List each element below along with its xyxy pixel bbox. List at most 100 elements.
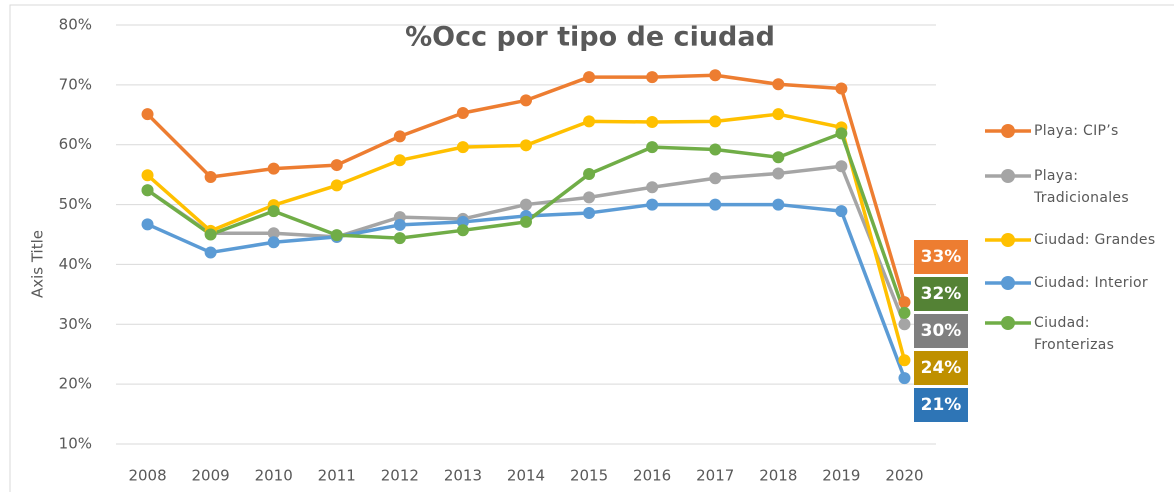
- legend-marker: [1001, 124, 1015, 138]
- legend-label: Playa: CIP’s: [1034, 123, 1119, 139]
- legend-marker: [1001, 316, 1015, 330]
- legend-marker: [1001, 169, 1015, 183]
- x-tick-label: 2008: [128, 467, 166, 485]
- point: [456, 224, 469, 237]
- value-label: 21%: [921, 395, 962, 415]
- point: [898, 306, 911, 319]
- value-label: 32%: [921, 284, 962, 304]
- value-label-box: [914, 277, 968, 311]
- point: [709, 69, 722, 82]
- point: [898, 354, 911, 367]
- legend-marker: [1001, 276, 1015, 290]
- point: [898, 318, 911, 331]
- x-tick-label: 2009: [192, 467, 230, 485]
- point: [141, 218, 154, 231]
- x-tick-label: 2011: [318, 467, 356, 485]
- value-label-box: [914, 240, 968, 274]
- point: [772, 198, 785, 211]
- point: [456, 141, 469, 154]
- point: [898, 372, 911, 385]
- point: [393, 154, 406, 167]
- point: [835, 127, 848, 140]
- value-label: 30%: [921, 321, 962, 341]
- value-label-box: [914, 388, 968, 422]
- point: [520, 198, 532, 211]
- point: [583, 191, 596, 204]
- point: [393, 232, 406, 245]
- chart-title: %Occ por tipo de ciudad: [405, 22, 775, 53]
- series-line: [146, 73, 907, 303]
- point: [520, 94, 532, 107]
- point: [646, 198, 659, 211]
- point: [204, 228, 217, 241]
- point: [646, 181, 659, 194]
- point: [267, 227, 280, 240]
- x-tick-label: 2010: [255, 467, 293, 485]
- point: [709, 198, 722, 211]
- y-tick-label: 40%: [59, 255, 92, 273]
- point: [835, 160, 848, 173]
- x-tick-label: 2012: [381, 467, 419, 485]
- point: [520, 215, 532, 228]
- point: [456, 215, 469, 228]
- y-axis-title: Axis Title: [29, 230, 47, 298]
- point: [898, 296, 911, 309]
- x-tick-label: 2013: [444, 467, 482, 485]
- point: [772, 108, 785, 121]
- chart-border: [9, 4, 1174, 492]
- point: [141, 184, 154, 197]
- point: [583, 206, 596, 219]
- y-tick-label: 20%: [59, 375, 92, 393]
- point: [772, 151, 785, 164]
- legend-label: Playa: Tradicionales: [1034, 168, 1129, 206]
- legend-marker: [1001, 233, 1015, 247]
- point: [835, 205, 848, 218]
- x-tick-label: 2017: [696, 467, 734, 485]
- y-tick-label: 50%: [59, 195, 92, 213]
- x-tick-label: 2018: [759, 467, 797, 485]
- point: [204, 171, 217, 184]
- x-tick-label: 2019: [822, 467, 860, 485]
- point: [646, 115, 659, 128]
- point: [772, 78, 785, 91]
- value-label-box: [914, 351, 968, 385]
- point: [204, 246, 217, 259]
- point: [267, 236, 280, 249]
- y-tick-label: 30%: [59, 315, 92, 333]
- y-tick-label: 60%: [59, 135, 92, 153]
- series-line: [146, 202, 907, 379]
- x-tick-label: 2014: [507, 467, 545, 485]
- point: [330, 159, 343, 172]
- point: [709, 115, 722, 128]
- point: [456, 106, 469, 119]
- x-tick-label: 2016: [633, 467, 671, 485]
- point: [709, 143, 722, 156]
- legend-label: Ciudad: Interior: [1034, 275, 1148, 291]
- value-label-box: [914, 314, 968, 348]
- point: [520, 139, 532, 152]
- value-label: 24%: [921, 358, 962, 378]
- point: [267, 162, 280, 175]
- point: [583, 71, 596, 84]
- x-tick-label: 2015: [570, 467, 608, 485]
- point: [393, 130, 406, 143]
- point: [835, 82, 848, 95]
- point: [393, 218, 406, 231]
- point: [709, 172, 722, 185]
- point: [330, 179, 343, 192]
- y-tick-label: 70%: [59, 75, 92, 93]
- point: [141, 169, 154, 182]
- y-tick-label: 80%: [59, 16, 92, 34]
- point: [772, 167, 785, 180]
- point: [583, 115, 596, 128]
- legend-label: Ciudad: Fronterizas: [1034, 315, 1115, 353]
- legend-label: Ciudad: Grandes: [1034, 232, 1156, 248]
- value-label: 33%: [921, 247, 962, 267]
- point: [583, 168, 596, 181]
- point: [141, 108, 154, 121]
- point: [267, 205, 280, 218]
- x-tick-label: 2020: [885, 467, 923, 485]
- point: [646, 71, 659, 84]
